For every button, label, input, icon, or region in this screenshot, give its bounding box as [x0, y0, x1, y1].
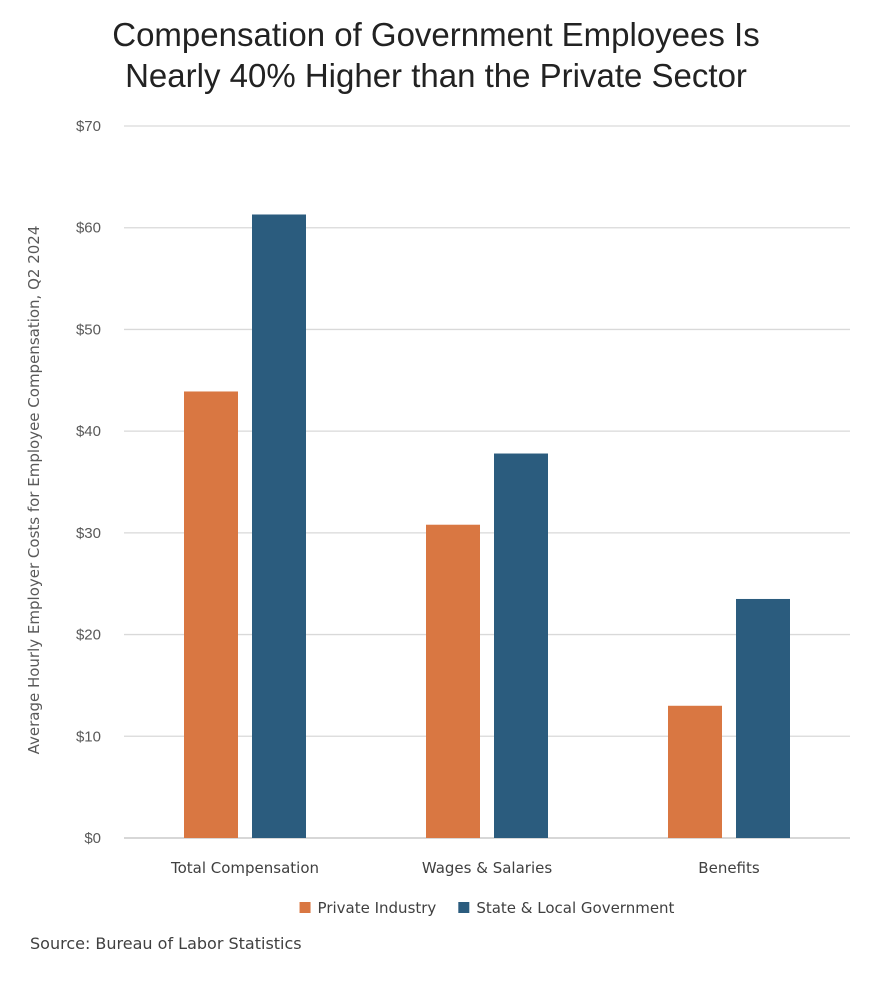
y-tick-label: $10 — [76, 728, 101, 745]
chart-title-line-1: Compensation of Government Employees Is — [112, 16, 760, 53]
bar-private-industry-2 — [668, 705, 722, 838]
bar-state-local-government-2 — [736, 598, 790, 838]
y-tick-label: $20 — [76, 627, 101, 644]
legend-swatch — [458, 902, 470, 913]
x-tick-label: Benefits — [698, 859, 760, 877]
chart-title-line-2: Nearly 40% Higher than the Private Secto… — [125, 57, 747, 94]
bar-state-local-government-0 — [252, 214, 306, 838]
legend-swatch — [299, 902, 311, 913]
y-tick-label: $0 — [84, 830, 101, 847]
legend-label: State & Local Government — [476, 899, 674, 917]
gridlines — [124, 125, 850, 839]
legend: Private Industry State & Local Government — [299, 899, 675, 917]
chart-title: Compensation of Government Employees Is … — [0, 14, 872, 96]
y-axis-ticks: $0 $10 $20 $30 $40 $50 $60 $70 — [76, 118, 101, 847]
bar-private-industry-1 — [426, 524, 480, 838]
bar-private-industry-0 — [184, 391, 238, 838]
y-tick-label: $50 — [76, 321, 101, 338]
y-tick-label: $30 — [76, 525, 101, 542]
x-tick-label: Wages & Salaries — [422, 859, 552, 877]
y-tick-label: $70 — [76, 118, 101, 135]
y-tick-label: $40 — [76, 423, 101, 440]
bar-state-local-government-1 — [494, 453, 548, 838]
x-tick-label: Total Compensation — [170, 859, 319, 877]
bars — [184, 214, 790, 838]
legend-label: Private Industry — [318, 899, 437, 917]
y-tick-label: $60 — [76, 220, 101, 237]
source-note: Source: Bureau of Labor Statistics — [30, 934, 302, 953]
x-axis-ticks: Total Compensation Wages & Salaries Benefi… — [170, 859, 760, 877]
y-axis-label: Average Hourly Employer Costs for Employ… — [25, 226, 43, 755]
